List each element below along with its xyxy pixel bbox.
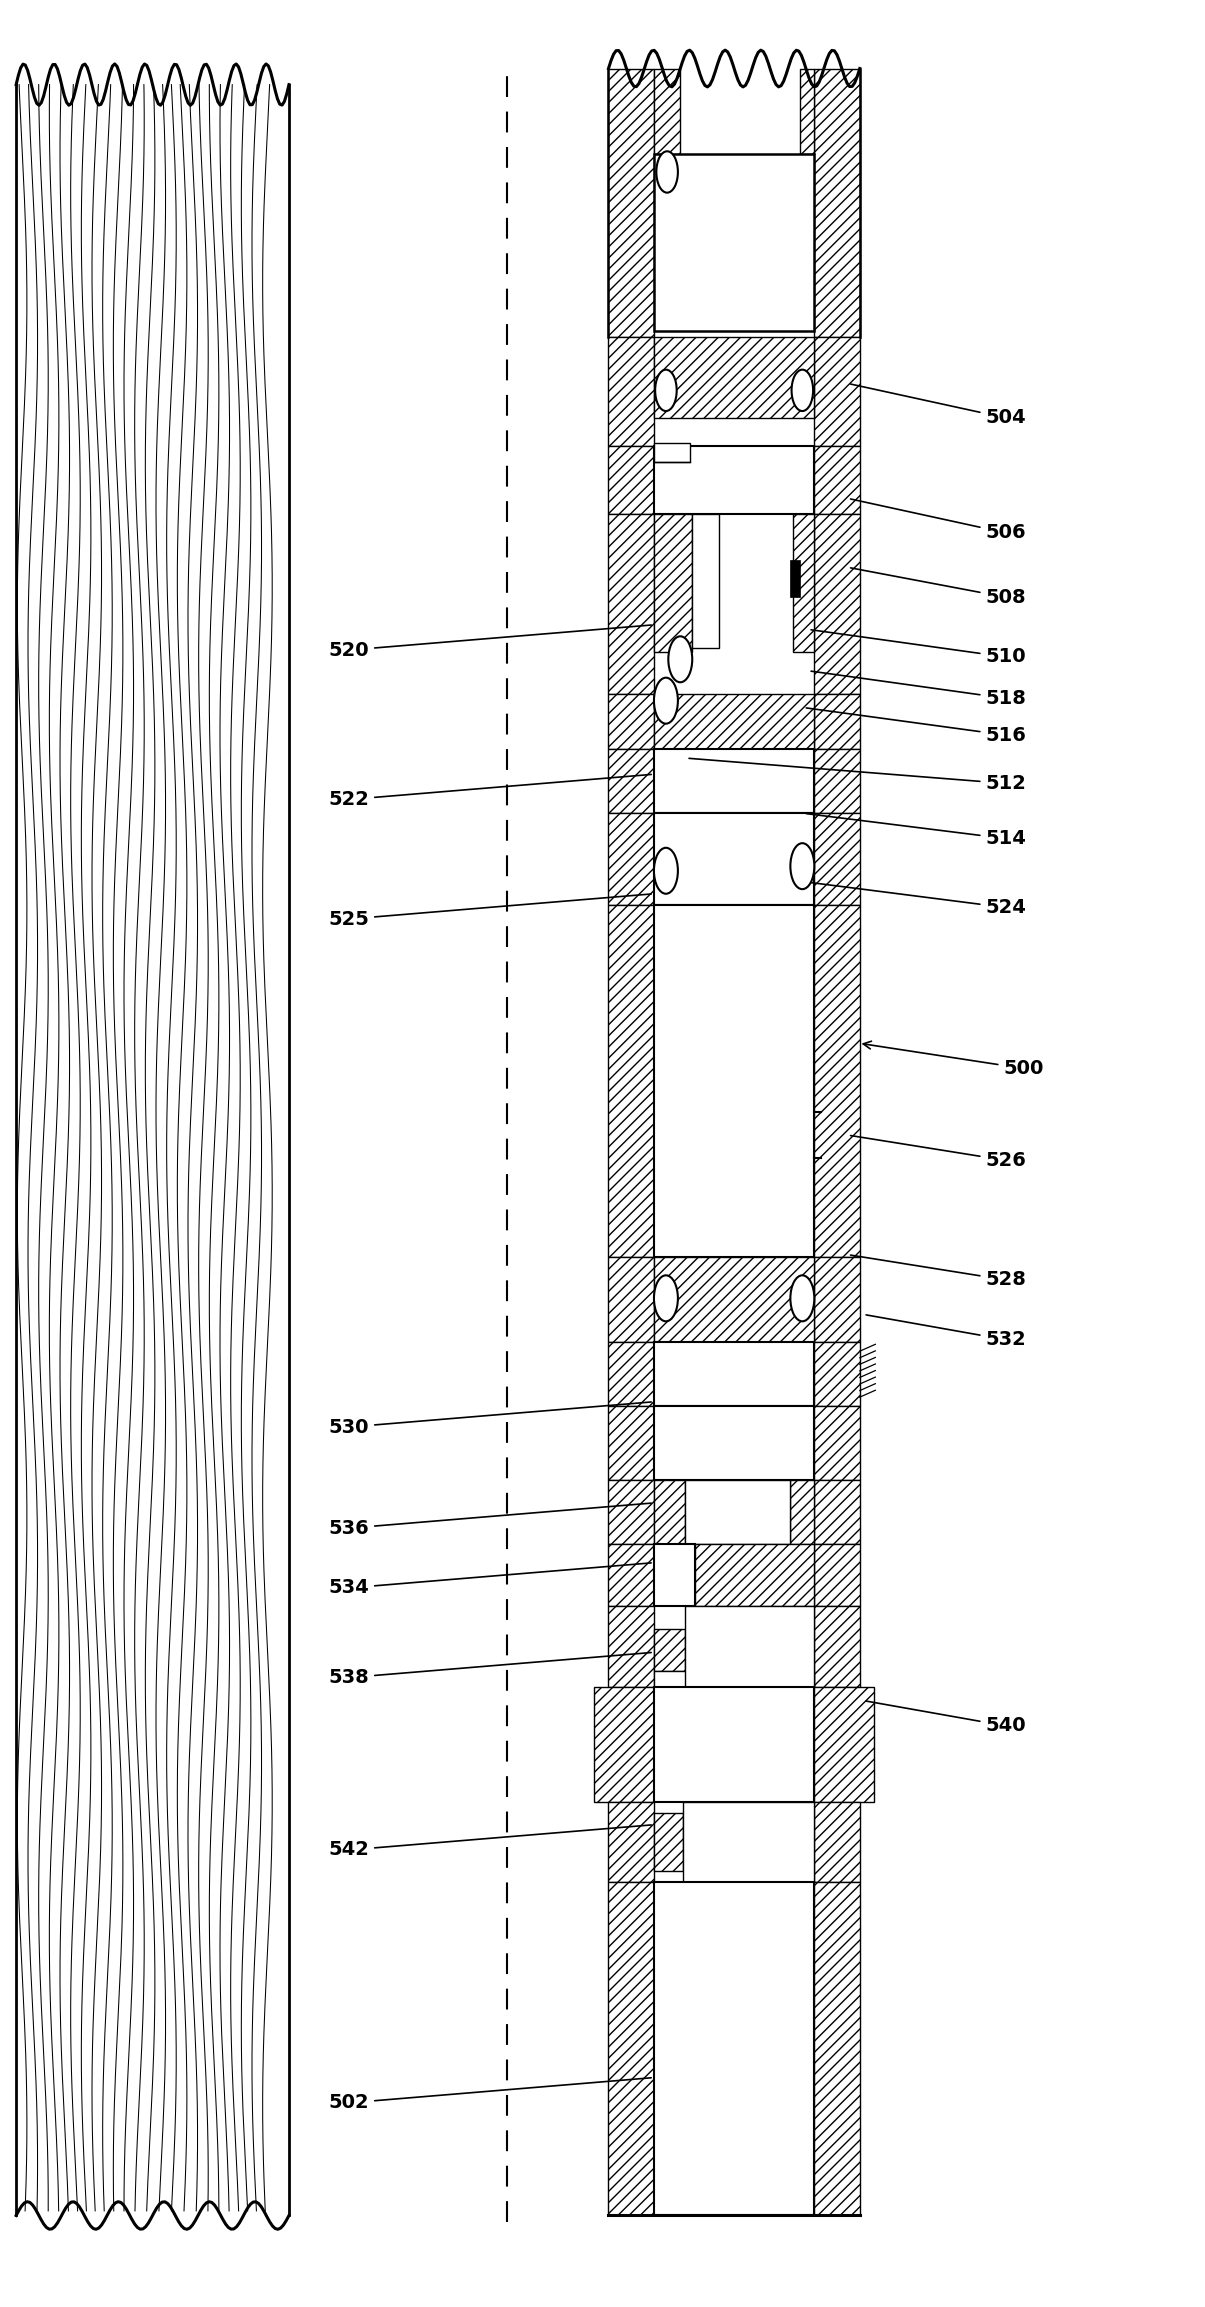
Bar bbox=[815, 445, 860, 514]
Bar bbox=[815, 69, 860, 337]
Text: 516: 516 bbox=[806, 708, 1027, 745]
Bar bbox=[594, 1686, 654, 1802]
Circle shape bbox=[656, 369, 677, 411]
Bar bbox=[815, 1883, 860, 2215]
Circle shape bbox=[669, 637, 692, 683]
Bar bbox=[815, 904, 860, 1257]
Text: 538: 538 bbox=[329, 1652, 651, 1686]
Bar bbox=[815, 814, 860, 904]
Bar bbox=[815, 337, 860, 445]
Bar bbox=[654, 443, 689, 461]
Circle shape bbox=[790, 1276, 815, 1322]
Bar bbox=[815, 1257, 860, 1343]
Circle shape bbox=[792, 369, 813, 411]
Bar bbox=[815, 1686, 874, 1802]
Bar bbox=[609, 1883, 654, 2215]
Bar bbox=[790, 1479, 815, 1543]
Bar bbox=[654, 1686, 815, 1802]
Bar bbox=[609, 1606, 654, 1686]
Bar bbox=[815, 1479, 860, 1543]
Text: 506: 506 bbox=[851, 498, 1027, 542]
Bar bbox=[609, 1407, 654, 1479]
Bar bbox=[654, 445, 815, 514]
Bar bbox=[609, 1543, 654, 1606]
Bar bbox=[815, 694, 860, 750]
Text: 528: 528 bbox=[851, 1255, 1027, 1290]
Bar bbox=[692, 514, 718, 648]
Text: 540: 540 bbox=[866, 1700, 1027, 1735]
Circle shape bbox=[790, 842, 815, 888]
Bar bbox=[654, 1407, 815, 1479]
Bar bbox=[654, 750, 815, 814]
Text: 508: 508 bbox=[851, 568, 1027, 607]
Bar bbox=[815, 1606, 860, 1686]
Circle shape bbox=[654, 678, 678, 724]
Bar bbox=[815, 1802, 860, 1883]
Bar bbox=[609, 694, 654, 750]
Bar bbox=[654, 1257, 815, 1343]
Text: 512: 512 bbox=[689, 759, 1027, 794]
Bar bbox=[654, 1343, 815, 1407]
Bar bbox=[790, 561, 800, 598]
Bar bbox=[683, 1802, 815, 1883]
Bar bbox=[609, 445, 654, 514]
Text: 524: 524 bbox=[811, 884, 1027, 918]
Bar bbox=[654, 1479, 686, 1543]
Bar bbox=[654, 814, 815, 904]
Bar bbox=[654, 1813, 683, 1871]
Circle shape bbox=[654, 847, 678, 893]
Bar bbox=[654, 337, 815, 418]
Bar bbox=[654, 1670, 815, 1686]
Bar bbox=[654, 155, 815, 330]
Bar bbox=[815, 1343, 860, 1407]
Bar bbox=[609, 69, 654, 337]
Bar bbox=[815, 1407, 860, 1479]
Bar bbox=[654, 1629, 686, 1670]
Bar bbox=[609, 1802, 654, 1883]
Text: 500: 500 bbox=[863, 1040, 1044, 1077]
Bar bbox=[654, 904, 815, 1257]
Text: 536: 536 bbox=[329, 1504, 651, 1539]
Text: 530: 530 bbox=[329, 1403, 651, 1437]
Bar bbox=[654, 514, 692, 653]
Text: 514: 514 bbox=[806, 814, 1027, 849]
Circle shape bbox=[657, 152, 678, 194]
Bar bbox=[609, 1479, 654, 1543]
Bar bbox=[815, 1543, 860, 1606]
Bar bbox=[609, 750, 654, 814]
Bar bbox=[609, 904, 654, 1257]
Bar bbox=[694, 1543, 815, 1606]
Text: 532: 532 bbox=[866, 1315, 1027, 1350]
Bar bbox=[609, 514, 654, 694]
Bar bbox=[815, 750, 860, 814]
Circle shape bbox=[654, 1276, 678, 1322]
Bar bbox=[654, 694, 815, 750]
Text: 526: 526 bbox=[851, 1135, 1027, 1170]
Bar bbox=[654, 1883, 815, 2215]
Bar bbox=[686, 1606, 815, 1686]
Bar bbox=[609, 337, 654, 445]
Bar bbox=[800, 69, 815, 155]
Bar bbox=[609, 1343, 654, 1407]
Text: 502: 502 bbox=[329, 2079, 651, 2113]
Text: 518: 518 bbox=[811, 671, 1027, 708]
Bar bbox=[686, 1479, 790, 1543]
Text: 504: 504 bbox=[851, 383, 1027, 427]
Bar bbox=[793, 514, 815, 653]
Text: 522: 522 bbox=[328, 775, 651, 810]
Text: 534: 534 bbox=[329, 1562, 651, 1596]
Bar bbox=[609, 1257, 654, 1343]
Bar bbox=[815, 514, 860, 694]
Text: 525: 525 bbox=[328, 895, 651, 927]
Bar bbox=[654, 1543, 694, 1606]
Bar bbox=[609, 814, 654, 904]
Text: 520: 520 bbox=[329, 625, 651, 660]
Text: 510: 510 bbox=[811, 630, 1027, 667]
Bar bbox=[654, 69, 681, 155]
Text: 542: 542 bbox=[328, 1825, 651, 1859]
